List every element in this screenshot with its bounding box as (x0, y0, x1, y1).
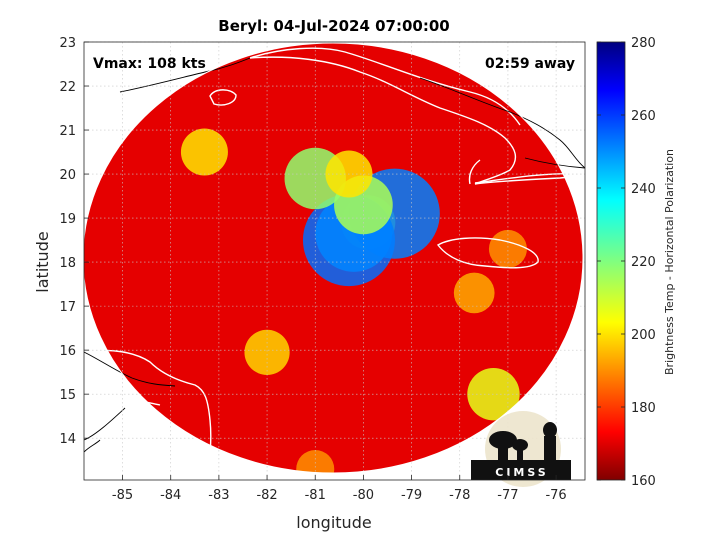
x-tick-label: -81 (305, 488, 326, 503)
y-tick-label: 23 (59, 36, 76, 51)
cuba-north-coast (249, 47, 521, 126)
logo-base (471, 460, 571, 480)
colorbar-tick-label: 240 (631, 182, 656, 197)
colorbar-tick-label: 180 (631, 401, 656, 416)
cuba-land (119, 57, 585, 169)
time-away-annotation: 02:59 away (485, 56, 575, 72)
x-tick-label: -79 (401, 488, 422, 503)
colorbar-tick-label: 160 (631, 474, 656, 489)
y-tick-label: 17 (59, 300, 76, 315)
jamaica-coastline (436, 237, 539, 269)
x-tick-label: -85 (112, 488, 133, 503)
y-tick-label: 14 (59, 432, 76, 447)
satellite-dish-icon (489, 431, 528, 460)
hispaniola-land (524, 157, 585, 169)
y-tick-label: 19 (59, 212, 76, 227)
coastlines (87, 47, 585, 480)
field-feature-9 (453, 272, 495, 314)
x-tick-label: -82 (256, 488, 277, 503)
y-tick-label: 18 (59, 256, 76, 271)
chart-title: Beryl: 04-Jul-2024 07:00:00 (218, 17, 449, 35)
vmax-annotation: Vmax: 108 kts (93, 56, 206, 72)
y-tick-label: 15 (59, 388, 76, 403)
y-tick-label: 20 (59, 168, 76, 183)
x-tick-label: -80 (353, 488, 374, 503)
x-tick-label: -84 (160, 488, 181, 503)
brightness-field (84, 43, 583, 473)
land-outlines (84, 57, 585, 453)
honduras-coastline (87, 349, 212, 480)
x-tick-label: -83 (208, 488, 229, 503)
water-tower-icon (543, 422, 557, 460)
x-axis-label: longitude (296, 513, 371, 532)
y-axis-label: latitude (33, 231, 52, 292)
colorbar-tick-label: 260 (631, 109, 656, 124)
hispaniola-coastline (468, 159, 585, 185)
field-feature-12 (296, 449, 335, 473)
y-tick-label: 21 (59, 124, 76, 139)
y-tick-label: 22 (59, 80, 76, 95)
y-tick-label: 16 (59, 344, 76, 359)
logo-text: CIMSS (495, 466, 548, 479)
axes-box (83, 41, 586, 481)
y-axis-ticks: 14 15 16 17 18 19 20 21 22 23 (59, 36, 89, 447)
x-tick-label: -77 (497, 488, 518, 503)
honduras-land (84, 351, 176, 387)
cuba-coastline (249, 56, 585, 185)
colorbar-label: Brightness Temp - Horizontal Polarizatio… (663, 149, 676, 375)
colorbar-ticks: 160 180 200 220 240 260 280 (597, 36, 656, 489)
colorbar (596, 41, 626, 481)
x-tick-label: -78 (449, 488, 470, 503)
x-tick-label: -76 (545, 488, 566, 503)
isle-of-youth (209, 89, 237, 106)
field-feature-10 (180, 128, 228, 176)
swath-edge (82, 42, 584, 474)
colorbar-tick-label: 280 (631, 36, 656, 51)
colorbar-tick-label: 200 (631, 328, 656, 343)
field-feature-7 (244, 329, 290, 375)
x-axis-ticks: -85 -84 -83 -82 -81 -80 -79 -78 -77 -76 (112, 475, 567, 503)
colorbar-tick-label: 220 (631, 255, 656, 270)
